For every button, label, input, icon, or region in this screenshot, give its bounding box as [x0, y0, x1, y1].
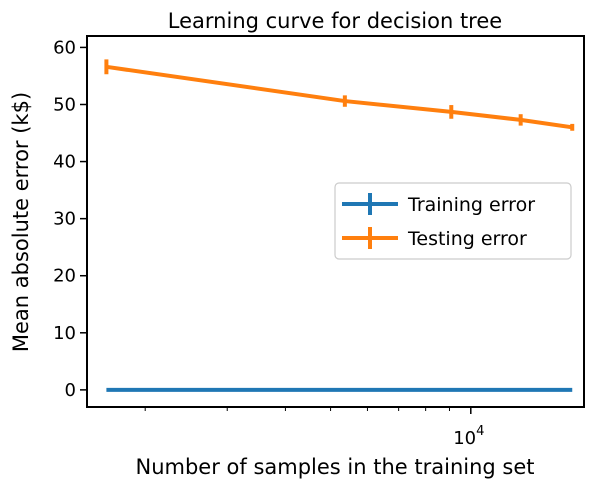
- y-tick-label: 30: [53, 209, 76, 230]
- y-tick-label: 20: [53, 266, 76, 287]
- legend-label-training-error: Training error: [407, 194, 535, 216]
- axes-frame: [86, 35, 585, 408]
- chart-title: Learning curve for decision tree: [168, 9, 502, 33]
- y-tick-label: 10: [53, 323, 76, 344]
- y-axis: 0 10 20 30 40 50 60: [53, 37, 87, 401]
- y-tick-label: 0: [65, 380, 76, 401]
- testing-error-line: [106, 64, 573, 130]
- x-axis-label: Number of samples in the training set: [136, 455, 535, 479]
- y-tick-label: 50: [53, 94, 76, 115]
- y-tick-label: 60: [53, 37, 76, 58]
- legend: Training error Testing error: [334, 182, 572, 260]
- x-axis: 104: [144, 407, 484, 449]
- plot-area: [104, 59, 575, 392]
- legend-label-testing-error: Testing error: [407, 228, 527, 250]
- y-tick-label: 40: [53, 152, 76, 173]
- y-axis-label: Mean absolute error (k$): [9, 92, 33, 352]
- x-tick-label: 104: [453, 424, 484, 449]
